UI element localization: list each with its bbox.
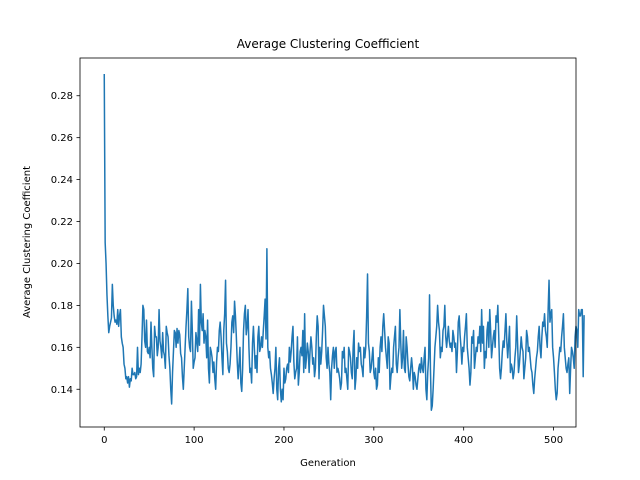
plot-area-frame bbox=[79, 57, 577, 428]
x-tick-label: 300 bbox=[364, 435, 383, 446]
y-tick-label: 0.20 bbox=[51, 259, 73, 270]
series-line bbox=[103, 74, 585, 411]
chart-title: Average Clustering Coefficient bbox=[237, 37, 420, 51]
x-axis-ticks: 0 100 200 300 400 500 bbox=[101, 427, 563, 446]
x-axis-label: Generation bbox=[300, 458, 356, 469]
x-tick-label: 400 bbox=[454, 435, 473, 446]
y-axis-label: Average Clustering Coefficient bbox=[22, 166, 33, 318]
x-tick-label: 100 bbox=[185, 435, 204, 446]
x-tick-label: 200 bbox=[274, 435, 293, 446]
y-tick-label: 0.28 bbox=[51, 91, 73, 102]
y-tick-label: 0.24 bbox=[51, 175, 73, 186]
y-tick-label: 0.22 bbox=[51, 217, 73, 228]
x-tick-label: 500 bbox=[544, 435, 563, 446]
y-tick-label: 0.26 bbox=[51, 133, 73, 144]
y-tick-label: 0.18 bbox=[51, 301, 73, 312]
y-tick-label: 0.16 bbox=[51, 343, 73, 354]
x-tick-label: 0 bbox=[101, 435, 107, 446]
y-tick-label: 0.14 bbox=[51, 385, 73, 396]
y-axis-ticks: 0.14 0.16 0.18 0.20 0.22 0.24 0.26 0.28 bbox=[51, 91, 80, 396]
